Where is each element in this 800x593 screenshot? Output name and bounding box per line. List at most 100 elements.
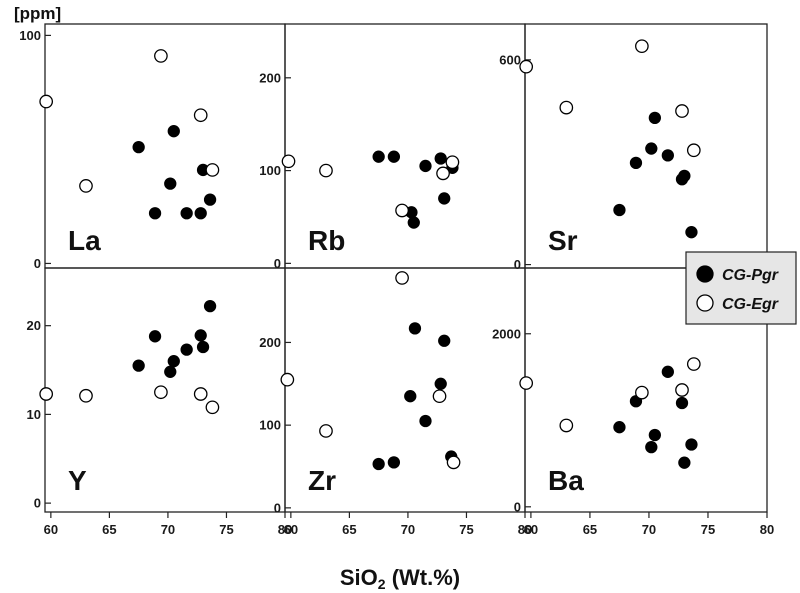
- point-cg-egr: [675, 104, 689, 118]
- point-cg-pgr: [387, 150, 401, 163]
- point-cg-pgr: [645, 142, 658, 155]
- panel-zr: 0 100 200 60 65 70 75 80 Zr: [259, 267, 532, 537]
- point-cg-egr: [436, 166, 450, 181]
- x-tick-label: 75: [219, 522, 233, 537]
- point-cg-pgr: [648, 428, 662, 442]
- point-cg-pgr: [203, 193, 217, 206]
- point-cg-pgr: [434, 377, 447, 390]
- panel-label-sr: Sr: [548, 225, 578, 256]
- point-cg-pgr: [167, 355, 180, 368]
- point-cg-egr: [686, 357, 701, 371]
- panel-y: 0 10 20 60 65 70 75 80 Y: [27, 267, 292, 537]
- point-cg-pgr: [613, 421, 626, 434]
- point-cg-pgr: [167, 125, 180, 138]
- x-tick-label: 80: [518, 522, 532, 537]
- panel-label-y: Y: [68, 465, 87, 496]
- point-cg-pgr: [408, 322, 422, 335]
- point-cg-pgr: [407, 216, 420, 229]
- point-cg-pgr: [194, 329, 207, 342]
- y-tick-label: 0: [274, 500, 281, 515]
- x-tick-label: 80: [278, 522, 292, 537]
- x-tick-label: 75: [701, 522, 715, 537]
- point-cg-pgr: [661, 365, 674, 378]
- point-cg-pgr: [685, 226, 698, 239]
- x-tick-label: 60: [284, 522, 298, 537]
- point-cg-pgr: [645, 440, 658, 454]
- point-cg-egr: [519, 376, 534, 390]
- point-cg-egr: [281, 154, 296, 169]
- panel-label-rb: Rb: [308, 225, 345, 256]
- point-cg-pgr: [419, 159, 432, 173]
- x-tick-label: 80: [760, 522, 774, 537]
- y-tick-label: 200: [259, 70, 281, 85]
- point-cg-egr: [686, 143, 701, 158]
- panel-ba: 0 2000 60 65 70 75 80 Ba: [492, 267, 774, 537]
- x-tick-label: 70: [642, 522, 656, 537]
- y-tick-label: 20: [27, 318, 41, 333]
- panel-label-zr: Zr: [308, 465, 336, 496]
- point-cg-pgr: [648, 111, 662, 124]
- legend-marker-filled: [696, 265, 714, 283]
- point-cg-egr: [154, 49, 168, 63]
- x-tick-label: 70: [401, 522, 415, 537]
- y-tick-label: 600: [499, 52, 521, 67]
- point-cg-egr: [79, 179, 93, 193]
- point-cg-pgr: [629, 156, 643, 170]
- point-cg-pgr: [678, 169, 691, 183]
- x-tick-label: 70: [161, 522, 175, 537]
- unit-label: [ppm]: [14, 4, 61, 23]
- panel-label-la: La: [68, 225, 101, 256]
- point-cg-pgr: [148, 207, 162, 220]
- point-cg-egr: [205, 163, 220, 177]
- point-cg-pgr: [164, 365, 177, 378]
- panel-frame: [524, 267, 768, 513]
- legend-marker-open: [696, 294, 714, 312]
- point-cg-egr: [635, 39, 649, 54]
- y-tick-label: 0: [514, 499, 521, 514]
- y-tick-label: 100: [259, 163, 281, 178]
- y-tick-label: 100: [19, 28, 41, 43]
- panel-rb: 0 100 200 Rb: [259, 23, 526, 271]
- point-cg-egr: [154, 385, 168, 400]
- x-tick-label: 65: [583, 522, 597, 537]
- point-cg-egr: [395, 271, 409, 285]
- point-cg-pgr: [164, 177, 177, 190]
- legend-entry-cg-pgr: CG-Pgr: [722, 267, 779, 284]
- y-tick-label: 200: [259, 335, 281, 350]
- x-tick-label: 60: [44, 522, 58, 537]
- point-cg-egr: [193, 108, 208, 123]
- x-tick-label: 75: [459, 522, 473, 537]
- point-cg-egr: [395, 203, 409, 218]
- point-cg-egr: [635, 385, 649, 400]
- point-cg-egr: [280, 372, 295, 387]
- point-cg-egr: [205, 400, 220, 415]
- point-cg-egr: [319, 424, 333, 438]
- x-tick-label: 65: [342, 522, 356, 537]
- point-cg-egr: [446, 455, 461, 470]
- point-cg-pgr: [132, 140, 145, 154]
- point-cg-pgr: [613, 203, 626, 217]
- point-cg-pgr: [685, 438, 698, 451]
- point-cg-pgr: [203, 300, 217, 313]
- point-cg-pgr: [434, 152, 447, 165]
- x-axis-label-main: SiO: [340, 565, 378, 590]
- point-cg-pgr: [180, 207, 193, 220]
- y-tick-label: 0: [34, 496, 41, 511]
- x-axis-label-subscript: 2: [378, 576, 386, 592]
- point-cg-egr: [445, 155, 460, 170]
- point-cg-egr: [193, 387, 208, 401]
- point-cg-pgr: [661, 149, 674, 162]
- x-tick-label: 60: [524, 522, 538, 537]
- point-cg-pgr: [387, 456, 401, 469]
- panel-label-ba: Ba: [548, 465, 584, 496]
- point-cg-pgr: [675, 396, 689, 410]
- point-cg-egr: [79, 388, 93, 403]
- point-cg-egr: [519, 59, 534, 74]
- point-cg-pgr: [148, 330, 162, 343]
- point-cg-egr: [432, 389, 447, 404]
- point-cg-pgr: [438, 192, 451, 205]
- point-cg-pgr: [678, 456, 691, 469]
- y-tick-label: 0: [34, 256, 41, 271]
- point-cg-pgr: [372, 457, 385, 471]
